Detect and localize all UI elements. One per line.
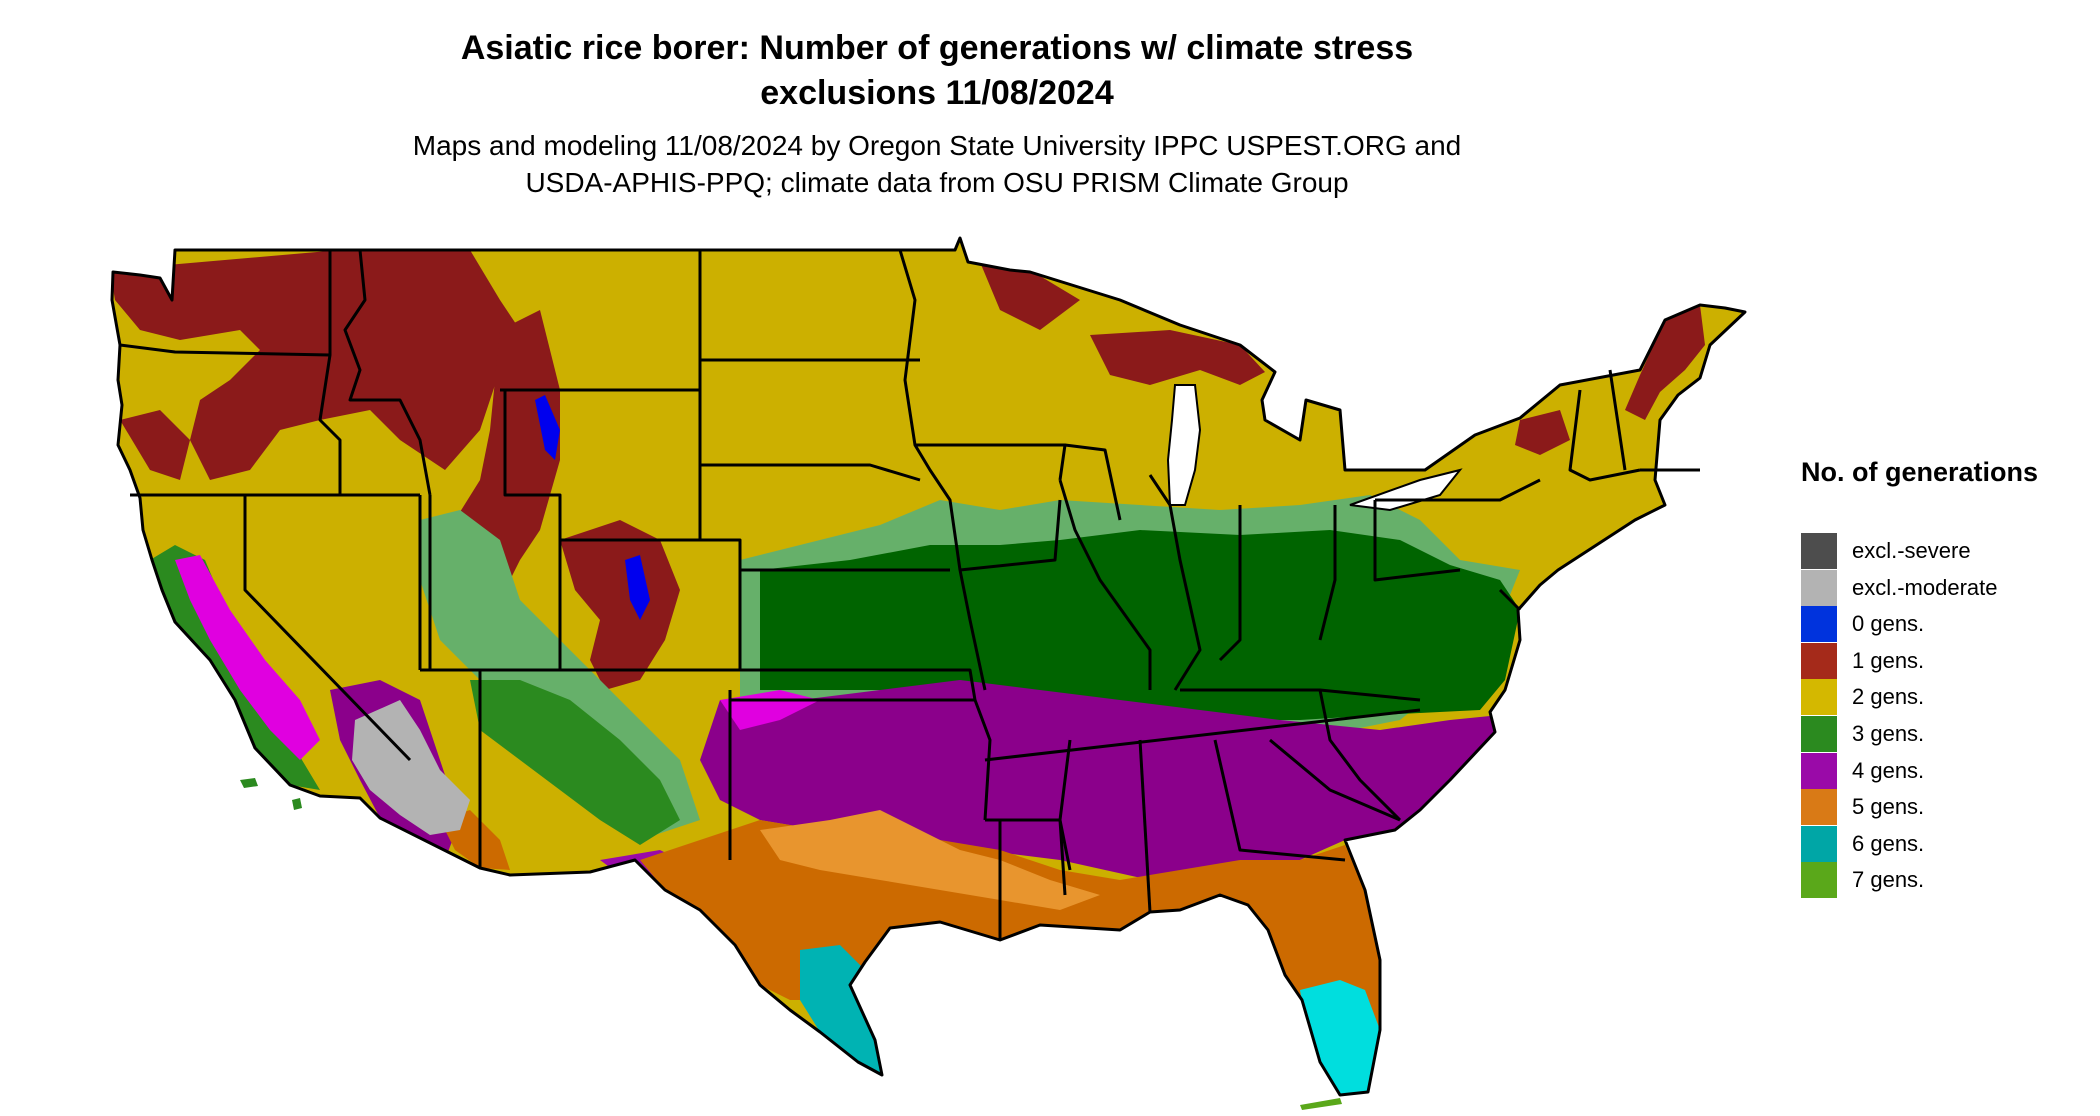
legend-label: excl.-moderate xyxy=(1852,574,1998,600)
map-title-line-2: exclusions 11/08/2024 xyxy=(760,74,1114,112)
legend-label: 3 gens. xyxy=(1852,721,1925,746)
channel-island xyxy=(292,798,302,810)
legend-swatch xyxy=(1801,825,1837,862)
region-gen6-south-texas xyxy=(800,945,882,1075)
legend-title: No. of generations xyxy=(1801,457,2039,487)
region-excl-moderate-arizona xyxy=(352,700,470,835)
legend-label: 5 gens. xyxy=(1852,794,1925,820)
region-gen1-new-england xyxy=(1625,305,1705,420)
region-gen3-plateau xyxy=(470,680,680,845)
legend-label: 1 gens. xyxy=(1852,647,1925,673)
region-gen1-colorado xyxy=(560,520,680,690)
legend-label: 6 gens. xyxy=(1852,830,1925,856)
channel-island-2 xyxy=(240,778,258,788)
legend-swatch xyxy=(1801,679,1837,716)
legend-label: 7 gens. xyxy=(1852,867,1925,893)
region-gen1-north-minnesota xyxy=(980,262,1080,330)
legend-swatch xyxy=(1801,642,1837,679)
region-gen5-light-patches xyxy=(760,810,1100,910)
region-gen5-gulf xyxy=(640,820,1380,1095)
legend-swatch xyxy=(1801,569,1837,606)
region-gen1-adirondacks xyxy=(1515,410,1570,455)
legend-swatch xyxy=(1801,533,1837,569)
region-gen4-california-desert xyxy=(175,555,320,760)
legend-swatch xyxy=(1801,716,1837,752)
region-gen1-pacific-northwest xyxy=(112,250,520,480)
map-subtitle-line-2: USDA-APHIS-PPQ; climate data from OSU PR… xyxy=(525,167,1349,198)
legend-swatch xyxy=(1801,752,1837,789)
legend-swatch xyxy=(1801,862,1837,899)
region-gen0-colorado xyxy=(625,555,650,620)
legend-swatch xyxy=(1801,789,1837,826)
legend-label: 4 gens. xyxy=(1852,757,1925,783)
region-gen3-central xyxy=(760,530,1520,720)
florida-keys xyxy=(1300,1098,1342,1110)
legend-label: 0 gens. xyxy=(1852,611,1925,637)
region-gen1-sierra xyxy=(120,410,190,480)
legend-label: 2 gens. xyxy=(1852,684,1925,710)
legend-label: excl.-severe xyxy=(1852,538,1971,563)
lake-michigan xyxy=(1166,384,1202,506)
legend-swatch xyxy=(1801,606,1837,643)
map-subtitle-line-1: Maps and modeling 11/08/2024 by Oregon S… xyxy=(412,130,1462,161)
map-title-line-1: Asiatic rice borer: Number of generation… xyxy=(460,29,1414,67)
region-gen6-florida xyxy=(1300,980,1380,1095)
region-gen0-wyoming xyxy=(535,395,560,460)
region-gen1-upper-michigan xyxy=(1090,330,1265,385)
state-borders xyxy=(110,236,1747,1097)
